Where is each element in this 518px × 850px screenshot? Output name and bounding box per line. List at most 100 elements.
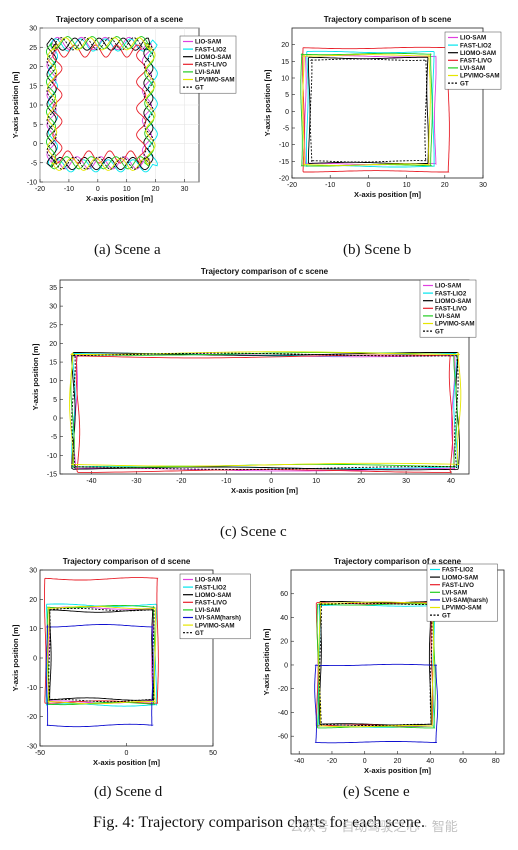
legend-entry: GT [460,80,469,87]
legend: LIO-SAMFAST-LIO2LIOMO-SAMFAST-LIVOLVI-SA… [179,573,251,640]
x-tick-label: -20 [176,478,186,485]
legend-entry: LVI-SAM(harsh) [195,615,241,622]
y-tick-label: 0 [284,662,288,669]
legend-entry: LIOMO-SAM [435,298,471,305]
y-axis-label: Y-axis position [m] [11,624,20,691]
legend-entry: LVI-SAM(harsh) [442,597,488,604]
y-tick-label: 10 [49,378,57,385]
x-tick-label: 10 [403,182,411,189]
series-group [44,577,159,728]
y-tick-label: 20 [281,42,289,49]
chart-b-svg: -20 -10 0 10 20 30 -20 -15 -10 -5 0 5 10 15 20 Trajecto… [263,15,502,199]
legend-entry: LIO-SAM [435,283,461,290]
legend-entry: FAST-LIO2 [460,42,492,49]
series-line-lvi-sam [316,603,436,729]
x-tick-label: 10 [312,478,320,485]
series-line-lpvimo-sam [47,37,156,171]
legend-entry: LPVIMO-SAM [460,73,500,80]
watermark: 公众号 · 自动驾驶之心 · 智能 [290,820,458,835]
x-tick-label: 20 [357,478,365,485]
legend-entry: LIOMO-SAM [195,54,231,61]
legend-entry: LPVIMO-SAM [195,622,235,629]
series-line-fast-lio2 [45,603,158,707]
y-tick-label: -5 [283,126,289,133]
series-line-gt [309,58,427,163]
chart-panel-b: -20 -10 0 10 20 30 -20 -15 -10 -5 0 5 10 15 20 Trajecto… [259,0,518,240]
y-tick-label: -30 [27,744,37,751]
series-line-gt [71,352,459,470]
legend-entry: LPVIMO-SAM [435,321,475,328]
legend-entry: LVI-SAM [442,590,467,597]
x-tick-label: -10 [221,478,231,485]
chart-a-svg: -20 -10 0 10 20 30-10-5051015202530Trajectory… [11,15,237,203]
legend-entry: LVI-SAM [195,69,220,76]
chart-title: Trajectory comparison of d scene [63,557,191,566]
x-tick-label: -30 [131,478,141,485]
y-tick-label: -15 [279,159,289,166]
x-tick-label: 0 [363,758,367,765]
y-tick-label: 30 [29,568,37,575]
legend-entry: LIO-SAM [460,35,486,42]
x-tick-label: 50 [209,750,217,757]
x-tick-label: -10 [64,186,74,193]
y-tick-label: 20 [29,597,37,604]
y-tick-label: -5 [51,434,57,441]
x-tick-label: -50 [35,750,45,757]
legend-entry: LVI-SAM [435,313,460,320]
legend-entry: FAST-LIVO [195,62,227,69]
x-tick-label: -20 [35,186,45,193]
x-tick-label: 10 [123,186,131,193]
legend: LIO-SAMFAST-LIO2LIOMO-SAMFAST-LIVOLVI-SA… [179,35,237,94]
y-tick-label: 35 [49,285,57,292]
subcaption-d: (d) Scene d [94,784,163,800]
legend-entry: FAST-LIVO [195,600,227,607]
x-tick-label: -20 [287,182,297,189]
x-tick-label: 40 [447,478,455,485]
y-tick-label: 25 [49,322,57,329]
legend-entry: GT [195,630,204,637]
y-tick-label: 10 [281,76,289,83]
legend-entry: FAST-LIVO [460,58,492,65]
y-tick-label: 0 [53,416,57,423]
y-tick-label: 20 [29,64,37,71]
series-line-lpvimo-sam [69,351,462,467]
series-line-gt [318,602,433,727]
x-axis-label: X-axis position [m] [86,194,154,203]
series-line-lvi-sam-harsh- [314,663,439,744]
x-tick-label: -40 [294,758,304,765]
x-tick-label: 30 [402,478,410,485]
legend-entry: FAST-LIO2 [442,567,474,574]
legend-entry: LIOMO-SAM [460,50,496,57]
chart-title: Trajectory comparison of c scene [201,267,329,276]
y-tick-label: 0 [33,141,37,148]
x-tick-label: 0 [366,182,370,189]
series-group [46,36,158,173]
y-tick-label: -40 [278,710,288,717]
y-tick-label: 5 [53,397,57,404]
legend-box [179,35,237,94]
legend-entry: LIOMO-SAM [442,574,478,581]
x-tick-label: 20 [441,182,449,189]
legend-entry: LVI-SAM [195,607,220,614]
x-tick-label: 0 [96,186,100,193]
x-axis-label: X-axis position [m] [364,766,432,775]
chart-e-svg: -40 -20 0 20 40 60 80 -60 -40 -20 0 20 40 60 Trajector… [262,557,505,775]
chart-title: Trajectory comparison of b scene [324,15,452,24]
legend: LIO-SAMFAST-LIO2LIOMO-SAMFAST-LIVOLVI-SA… [444,31,502,90]
x-tick-label: -40 [86,478,96,485]
legend: LIO-SAMFAST-LIO2LIOMO-SAMFAST-LIVOLVI-SA… [419,279,477,338]
x-tick-label: 0 [125,750,129,757]
y-tick-label: 25 [29,45,37,52]
y-tick-label: 10 [29,626,37,633]
legend-entry: FAST-LIVO [442,582,474,589]
chart-c-svg: -40 -30 -20 -10 0 10 20 30 40 -15 -10 -5 0 5 10 15 20 25 3… [31,267,477,495]
y-tick-label: 15 [29,83,37,90]
subcaption-e: (e) Scene e [343,784,410,800]
chart-panel-c: -40 -30 -20 -10 0 10 20 30 40 -15 -10 -5 0 5 10 15 20 25 3… [0,262,518,522]
plot-frame [59,279,470,475]
y-tick-label: 20 [280,639,288,646]
chart-title: Trajectory comparison of a scene [56,15,184,24]
subcaption-c: (c) Scene c [220,524,287,540]
y-tick-label: 30 [29,26,37,33]
y-axis-label: Y-axis position [m] [263,69,272,136]
